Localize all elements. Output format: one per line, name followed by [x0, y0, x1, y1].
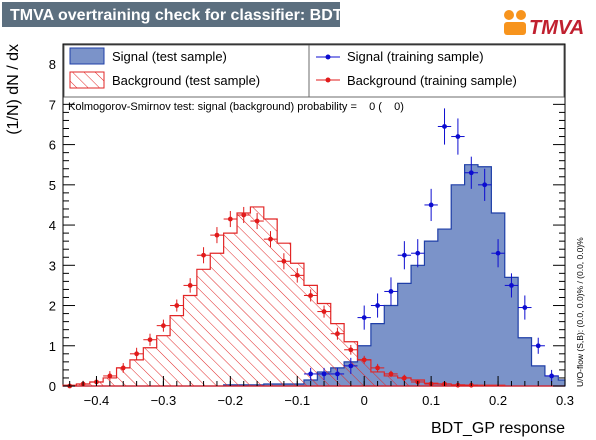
- signal-training-points: [303, 108, 559, 382]
- legend-background-train-marker: [316, 77, 340, 83]
- signal-training-point: [330, 367, 345, 380]
- background-training-point: [277, 253, 291, 270]
- legend-right-box: [308, 44, 565, 98]
- background-training-point: [210, 227, 224, 244]
- x-tick-label: 0.3: [556, 393, 574, 408]
- signal-training-point: [411, 239, 425, 268]
- signal-training-point: [464, 156, 478, 189]
- signal-training-point: [424, 188, 438, 222]
- background-training-point: [170, 299, 184, 312]
- legend-background-test-swatch: [69, 71, 105, 89]
- y-axis-label: (1/N) dN / dx: [5, 44, 22, 135]
- y-tick-label: 0: [49, 379, 56, 394]
- signal-training-point: [317, 367, 331, 380]
- signal-training-point: [544, 369, 559, 382]
- background-training-point: [303, 289, 318, 302]
- x-tick-label: −0.4: [84, 393, 110, 408]
- signal-training-point: [370, 293, 385, 318]
- y-tick-label: 4: [49, 218, 56, 233]
- signal-training-point: [504, 273, 519, 298]
- legend-signal-test-swatch: [69, 47, 105, 65]
- background-training-point: [330, 327, 345, 340]
- background-training-point: [370, 363, 385, 372]
- y-tick-label: 8: [49, 57, 56, 72]
- tmva-logo: TMVA: [504, 10, 584, 39]
- background-training-point: [344, 344, 358, 355]
- background-training-point: [317, 305, 331, 318]
- background-training-point: [357, 355, 371, 364]
- signal-training-point: [491, 239, 505, 268]
- background-training-point: [116, 363, 130, 373]
- y-tick-label: 5: [49, 178, 56, 193]
- signal-training-point: [531, 337, 545, 354]
- signal-training-point: [344, 357, 358, 374]
- ks-test-text: Kolmogorov-Smirnov test: signal (backgro…: [68, 101, 404, 113]
- signal-training-point: [437, 108, 452, 145]
- legend-left-box: [63, 44, 310, 98]
- background-training-point: [263, 231, 278, 248]
- background-training-point: [183, 278, 197, 293]
- y-tick-label: 7: [49, 97, 56, 112]
- x-tick-label: −0.3: [151, 393, 177, 408]
- x-tick-label: −0.1: [284, 393, 310, 408]
- background-training-point: [196, 247, 211, 264]
- signal-training-point: [357, 305, 371, 330]
- signal-training-point: [518, 295, 532, 320]
- legend-background-test-label: Background (test sample): [112, 73, 260, 88]
- logo-text: TMVA: [529, 17, 584, 39]
- legend-signal-train-label: Signal (training sample): [347, 49, 484, 64]
- x-tick-label: 0: [361, 393, 368, 408]
- background-training-point: [384, 370, 398, 378]
- x-tick-label: −0.2: [217, 393, 243, 408]
- legend-signal-test-label: Signal (test sample): [112, 49, 227, 64]
- background-training-point: [143, 333, 157, 346]
- x-tick-label: 0.2: [489, 393, 507, 408]
- y-tick-label: 2: [49, 299, 56, 314]
- signal-training-point: [384, 277, 398, 306]
- overflow-text: U/O-flow (S,B): (0.0, 0.0)% / (0.0, 0.0)…: [575, 237, 585, 387]
- legend-signal-train-marker: [316, 54, 340, 60]
- y-tick-label: 3: [49, 258, 56, 273]
- y-tick-label: 6: [49, 138, 56, 153]
- chart-title: TMVA overtraining check for classifier: …: [10, 7, 375, 24]
- signal-training-point: [451, 118, 465, 155]
- title-banner: [2, 2, 340, 27]
- signal-training-point: [303, 367, 318, 380]
- signal-training-point: [397, 241, 412, 270]
- background-training-point: [103, 371, 117, 381]
- signal-training-point: [477, 168, 492, 201]
- legend-background-train-label: Background (training sample): [347, 73, 517, 88]
- background-training-point: [156, 319, 171, 332]
- x-tick-label: 0.1: [422, 393, 440, 408]
- x-axis-label: BDT_GP response: [431, 420, 565, 437]
- background-training-point: [290, 268, 304, 283]
- background-training-point: [397, 374, 412, 382]
- background-training-point: [223, 210, 238, 228]
- y-tick-label: 1: [49, 339, 56, 354]
- background-training-point: [250, 212, 264, 230]
- background-training-point: [237, 206, 251, 224]
- background-training-point: [129, 347, 144, 360]
